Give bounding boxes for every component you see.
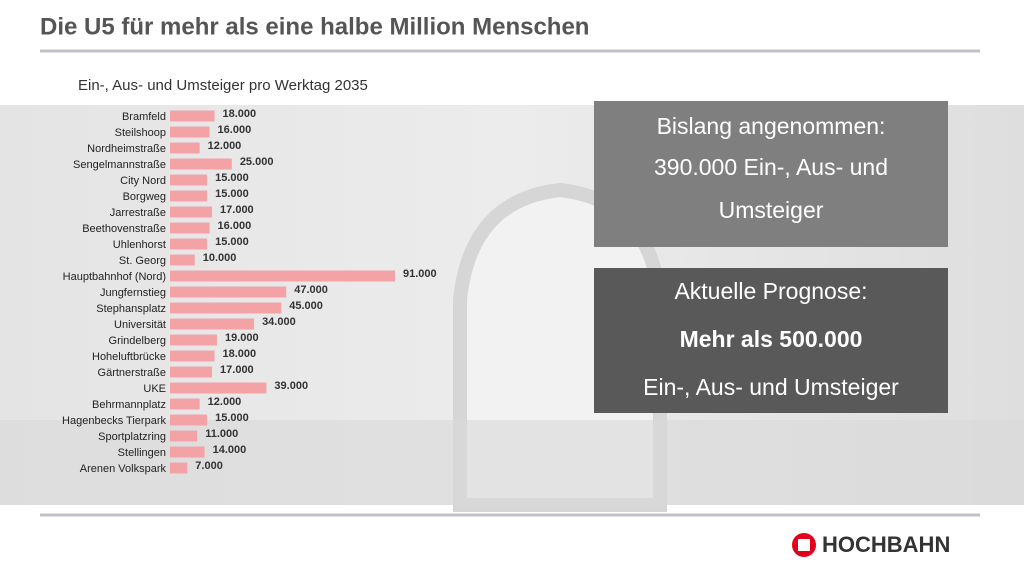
bar: [170, 270, 395, 282]
bar: [170, 462, 188, 474]
data-label: 17.000: [220, 204, 254, 216]
category-label: City Nord: [120, 175, 166, 187]
category-label: Jungfernstieg: [100, 287, 166, 299]
data-label: 91.000: [403, 268, 437, 280]
bar: [170, 430, 198, 442]
info-line: 390.000 Ein-, Aus- und: [654, 154, 888, 180]
bar: [170, 286, 287, 298]
data-label: 34.000: [262, 316, 296, 328]
data-label: 10.000: [203, 252, 237, 264]
bar: [170, 254, 195, 266]
info-box: [594, 268, 948, 413]
bar: [170, 158, 232, 170]
category-label: Universität: [114, 319, 166, 331]
category-label: Hagenbecks Tierpark: [62, 415, 166, 427]
category-label: Sengelmannstraße: [73, 159, 166, 171]
bar: [170, 222, 210, 234]
data-label: 25.000: [240, 156, 274, 168]
bar: [170, 334, 217, 346]
logo-text: HOCHBAHN: [822, 532, 950, 557]
data-label: 45.000: [289, 300, 323, 312]
category-label: Hauptbahnhof (Nord): [63, 271, 166, 283]
bar: [170, 318, 255, 330]
bar: [170, 174, 208, 186]
bar: [170, 302, 282, 314]
category-label: Stellingen: [118, 447, 166, 459]
data-label: 16.000: [218, 124, 252, 136]
category-label: Behrmannplatz: [92, 399, 166, 411]
category-label: Borgweg: [123, 191, 166, 203]
data-label: 15.000: [215, 236, 249, 248]
data-label: 7.000: [195, 460, 223, 472]
data-label: 16.000: [218, 220, 252, 232]
info-line: Bislang angenommen:: [657, 113, 886, 139]
data-label: 15.000: [215, 172, 249, 184]
info-box: [594, 101, 948, 247]
bar: [170, 414, 208, 426]
info-line: Mehr als 500.000: [680, 326, 863, 352]
category-label: UKE: [143, 383, 166, 395]
category-label: Sportplatzring: [98, 431, 166, 443]
category-label: Stephansplatz: [96, 303, 166, 315]
bar: [170, 398, 200, 410]
bar: [170, 366, 213, 378]
bar: [170, 206, 213, 218]
data-label: 12.000: [208, 140, 242, 152]
category-label: Gärtnerstraße: [98, 367, 166, 379]
category-label: Bramfeld: [122, 111, 166, 123]
info-line: Aktuelle Prognose:: [674, 278, 867, 304]
info-line: Umsteiger: [719, 197, 824, 223]
data-label: 47.000: [294, 284, 328, 296]
bar: [170, 142, 200, 154]
bar-chart: Bramfeld 18.000 Steilshoop 16.000 Nordheimst…: [62, 108, 437, 475]
category-label: Hoheluftbrücke: [92, 351, 166, 363]
bar: [170, 190, 208, 202]
data-label: 15.000: [215, 188, 249, 200]
category-label: Beethovenstraße: [82, 223, 166, 235]
bar: [170, 382, 267, 394]
data-label: 12.000: [208, 396, 242, 408]
category-label: Jarrestraße: [110, 207, 166, 219]
bar: [170, 446, 205, 458]
category-label: Nordheimstraße: [87, 143, 166, 155]
category-label: Steilshoop: [115, 127, 166, 139]
info-line: Ein-, Aus- und Umsteiger: [643, 374, 899, 400]
data-label: 19.000: [225, 332, 259, 344]
slide-title: Die U5 für mehr als eine halbe Million M…: [40, 13, 589, 40]
data-label: 14.000: [213, 444, 247, 456]
logo-icon-inner: [798, 539, 810, 551]
category-label: Grindelberg: [109, 335, 166, 347]
info-texts: Bislang angenommen: 390.000 Ein-, Aus- un…: [643, 113, 899, 400]
data-label: 11.000: [205, 428, 238, 440]
bar: [170, 126, 210, 138]
data-label: 18.000: [223, 108, 257, 120]
category-label: St. Georg: [119, 255, 166, 267]
bar: [170, 110, 215, 122]
bar: [170, 238, 208, 250]
bar: [170, 350, 215, 362]
chart-title: Ein-, Aus- und Umsteiger pro Werktag 203…: [78, 77, 368, 94]
data-label: 17.000: [220, 364, 254, 376]
data-label: 15.000: [215, 412, 249, 424]
category-label: Uhlenhorst: [113, 239, 166, 251]
data-label: 39.000: [274, 380, 308, 392]
category-label: Arenen Volkspark: [80, 463, 167, 475]
data-label: 18.000: [223, 348, 257, 360]
